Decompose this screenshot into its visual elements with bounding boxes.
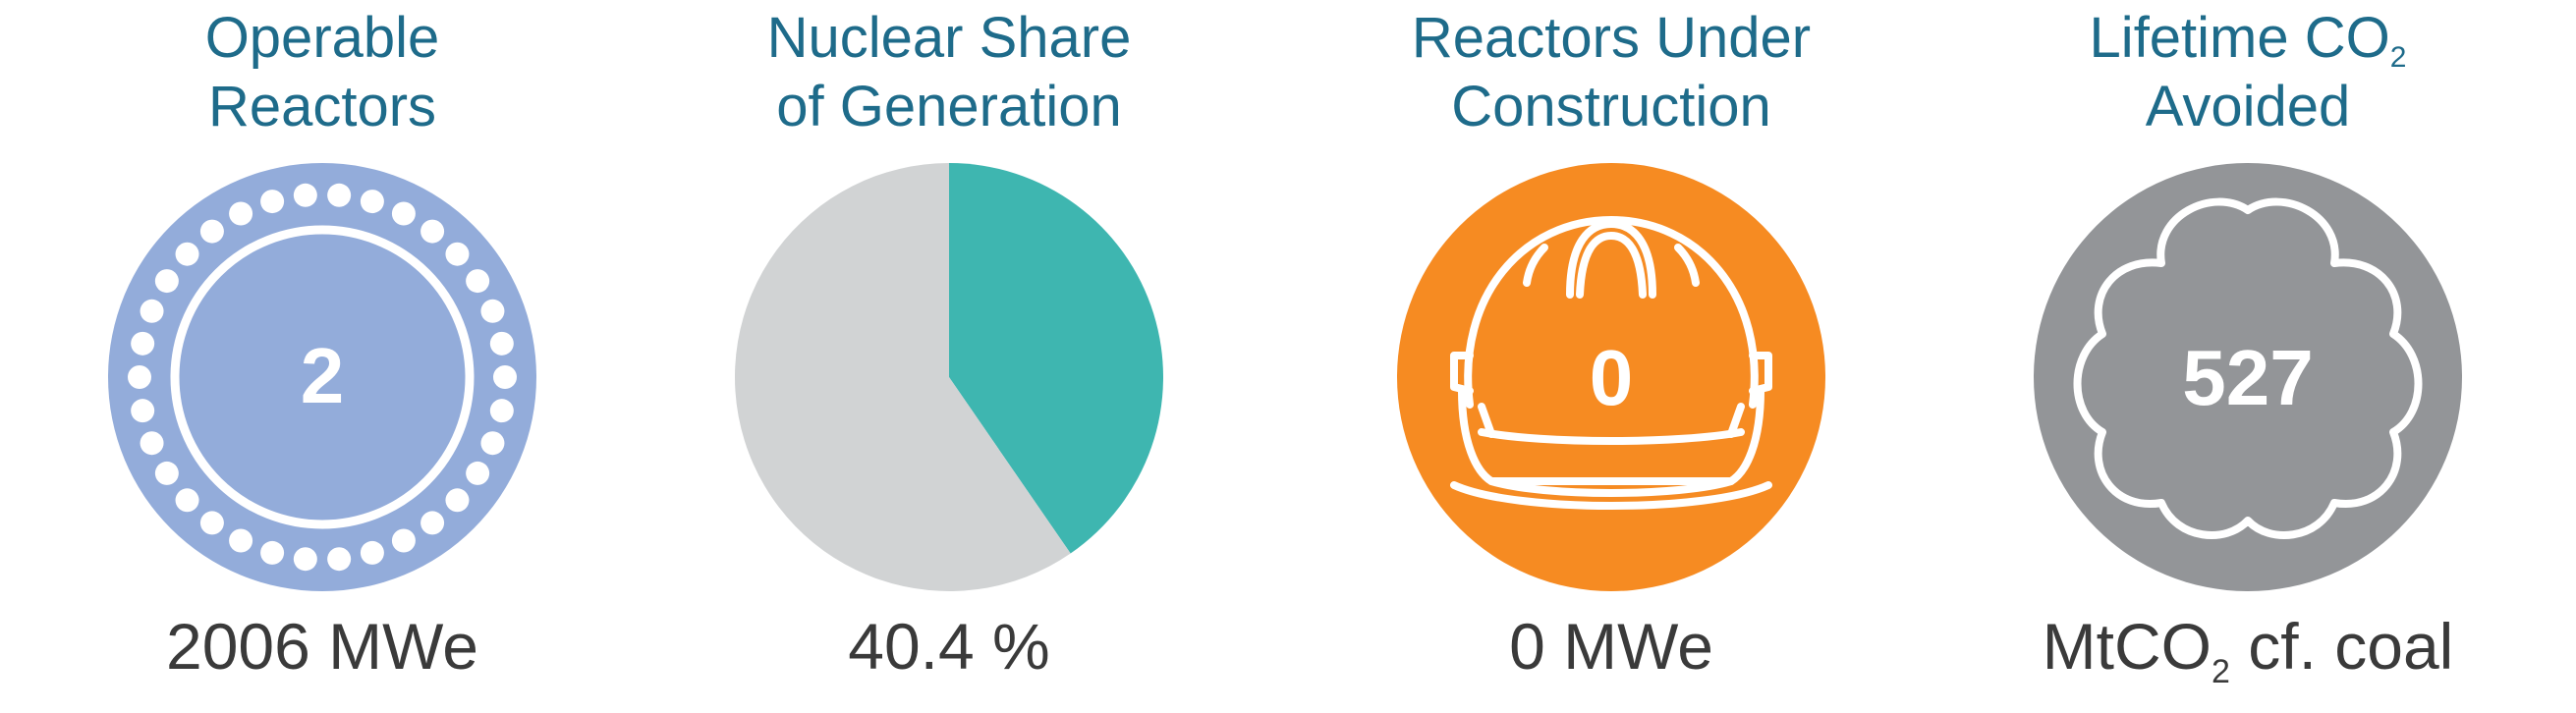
reactor-dot [327,183,352,207]
reactor-dot-ring [128,183,517,572]
co2-unit-subscript: 2 [2211,653,2230,690]
reactor-dot [175,488,199,513]
reactor-inner-ring [170,225,475,529]
reactor-dot [480,431,505,456]
reactor-dot [360,190,384,214]
co2-title-main: Lifetime CO [2089,6,2390,70]
under-construction-title-line2: Construction [1451,75,1771,138]
reactor-dot [260,190,285,214]
cloud-icon: 527 [2034,163,2462,591]
co2-avoided-count: 527 [2182,334,2313,421]
hard-hat-outline [1450,216,1772,510]
reactor-dot [128,365,151,389]
operable-reactors-capacity: 2006 MWe [166,610,478,683]
co2-unit-main: MtCO [2042,610,2212,683]
reactor-dot [293,547,317,572]
reactor-dot [466,269,490,294]
operable-reactors-count: 2 [301,332,345,419]
reactor-dot [391,201,416,226]
reactor-dot [420,511,445,535]
co2-title-subscript: 2 [2389,41,2407,74]
reactor-dot [229,201,253,226]
co2-circle [2034,163,2462,591]
reactor-dot [489,331,514,356]
reactor-dot [199,511,224,535]
co2-avoided-title-line1: Lifetime CO2 [1926,4,2570,82]
under-construction-panel: Reactors Under Construction 0 0 MWe [1289,0,1933,713]
reactor-dot [140,431,164,456]
pie-slice-other [734,162,1071,591]
reactor-dot [445,488,470,513]
under-construction-title-line1: Reactors Under [1411,6,1812,70]
nuclear-share-title-line2: of Generation [776,75,1122,138]
reactor-dot [327,547,352,572]
reactor-dot [480,299,505,323]
nuclear-share-value: 40.4 % [848,610,1050,683]
co2-avoided-unit: MtCO2 cf. coal [1926,607,2570,697]
hard-hat-icon: 0 [1397,163,1825,591]
under-construction-capacity: 0 MWe [1509,610,1713,683]
reactor-dot [360,540,384,565]
operable-reactors-title-line1: Operable [204,6,440,70]
operable-reactors-panel: Operable Reactors 2 2006 MWe [0,0,644,713]
reactor-dot [175,242,199,266]
reactor-dot [199,219,224,244]
reactor-dot [293,183,317,207]
reactor-dot [420,219,445,244]
reactor-dot [131,399,155,423]
nuclear-share-panel: Nuclear Share of Generation 40.4 % [627,0,1271,713]
reactor-dot [229,528,253,553]
nuclear-share-pie-chart [734,162,1163,591]
reactor-dot [140,299,164,323]
reactor-dot [489,399,514,423]
reactor-dot [154,269,179,294]
under-construction-count: 0 [1590,334,1634,421]
reactor-core-icon: 2 [108,163,536,591]
pie-slice-nuclear [949,163,1163,554]
reactor-dot [154,461,179,485]
cloud-outline [2073,197,2423,539]
nuclear-share-title-line1: Nuclear Share [766,6,1132,70]
reactor-dot [131,331,155,356]
reactor-dot [493,365,517,389]
operable-reactors-title-line2: Reactors [207,75,437,138]
co2-avoided-title-line2: Avoided [2145,75,2351,138]
co2-avoided-panel: Lifetime CO2 Avoided 527 MtCO2 cf. coal [1926,0,2570,713]
reactor-dot [260,540,285,565]
reactor-dot [445,242,470,266]
reactor-dot [466,461,490,485]
reactor-dot [391,528,416,553]
co2-unit-rest: cf. coal [2229,610,2454,683]
